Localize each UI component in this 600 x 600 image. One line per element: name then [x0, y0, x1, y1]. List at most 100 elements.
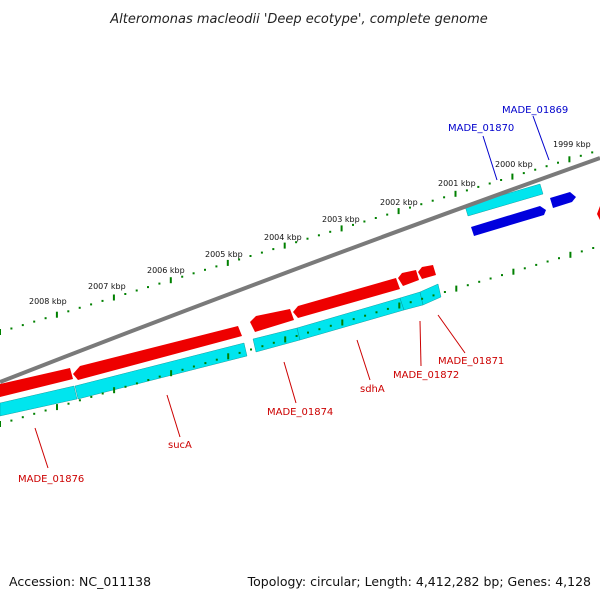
outer-minor-tick	[249, 255, 252, 257]
leader-line-made-01872	[419, 320, 422, 367]
cds-arrow-made-01871[interactable]	[418, 265, 436, 279]
outer-minor-tick	[465, 189, 468, 192]
outer-major-tick	[55, 311, 58, 318]
outer-minor-tick	[420, 203, 423, 206]
inner-minor-tick	[78, 399, 81, 402]
outer-minor-tick	[158, 282, 161, 285]
gene-labels: MADE_01869 MADE_01870 MADE_01871 MADE_01…	[18, 105, 568, 485]
inner-major-tick	[56, 404, 58, 411]
outer-major-tick	[226, 259, 229, 266]
inner-major-tick	[284, 336, 287, 343]
cds-arrow-made-01872[interactable]	[398, 270, 419, 286]
outer-minor-tick	[431, 199, 434, 202]
inner-major-tick	[398, 302, 401, 309]
inner-minor-tick	[147, 379, 150, 381]
gene-bar-made-01871[interactable]	[419, 283, 442, 306]
leader-line-sdha	[356, 339, 371, 381]
outer-minor-tick	[329, 230, 332, 233]
cds-arrow-sdha[interactable]	[293, 278, 400, 318]
inner-minor-tick	[592, 247, 595, 249]
inner-minor-tick	[181, 368, 184, 371]
forward-cds-track	[471, 192, 600, 236]
outer-minor-tick	[295, 241, 298, 244]
cds-arrow-suca[interactable]	[73, 326, 242, 380]
gene-label-made-01872[interactable]: MADE_01872	[393, 370, 459, 381]
reverse-gene-track	[0, 283, 442, 417]
inner-minor-tick	[21, 416, 24, 419]
inner-minor-tick	[124, 385, 127, 388]
outer-major-tick	[568, 156, 571, 163]
gene-bar-made-01876[interactable]	[0, 385, 78, 417]
gene-bar-made-01872[interactable]	[399, 291, 424, 311]
cds-arrow-made-01869[interactable]	[550, 192, 576, 208]
kbp-label-2005: 2005 kbp	[205, 250, 243, 259]
inner-minor-tick	[158, 375, 161, 378]
inner-minor-tick	[238, 351, 241, 354]
inner-minor-tick	[523, 267, 526, 270]
inner-minor-tick	[33, 412, 36, 415]
outer-major-tick	[454, 190, 457, 197]
gene-label-made-01876[interactable]: MADE_01876	[18, 474, 84, 485]
inner-minor-tick	[192, 365, 195, 368]
outer-major-tick	[397, 208, 400, 215]
gene-label-made-01874[interactable]: MADE_01874	[267, 407, 333, 418]
outer-tick-marks	[0, 151, 594, 335]
genome-summary-text: Topology: circular; Length: 4,412,282 bp…	[247, 574, 591, 589]
accession-text: Accession: NC_011138	[9, 574, 151, 589]
kbp-label-2002: 2002 kbp	[380, 198, 418, 207]
outer-major-tick	[112, 294, 115, 301]
leader-line-made-01869	[532, 115, 550, 161]
outer-minor-tick	[33, 320, 36, 323]
outer-minor-tick	[90, 303, 93, 306]
gene-label-made-01871[interactable]: MADE_01871	[438, 356, 504, 367]
cds-arrow-made-01876[interactable]	[0, 368, 73, 397]
outer-minor-tick	[545, 165, 548, 168]
inner-major-tick	[113, 387, 116, 394]
outer-minor-tick	[204, 268, 206, 271]
inner-major-tick	[569, 251, 572, 258]
inner-major-tick	[455, 285, 458, 292]
outer-minor-tick	[272, 248, 275, 251]
outer-minor-tick	[374, 217, 377, 219]
genome-backbone	[0, 156, 600, 384]
outer-minor-tick	[579, 154, 582, 157]
outer-minor-tick	[591, 151, 594, 154]
inner-minor-tick	[466, 284, 469, 287]
gene-bar-made-01870[interactable]	[464, 183, 544, 217]
outer-minor-tick	[21, 324, 24, 327]
gene-bar-suca[interactable]	[74, 342, 248, 400]
outer-minor-tick	[67, 310, 70, 313]
inner-minor-tick	[352, 318, 355, 321]
outer-minor-tick	[317, 234, 320, 237]
inner-minor-tick	[364, 314, 367, 317]
cds-arrow-made-01874[interactable]	[250, 309, 294, 332]
map-title: Alteromonas macleodii 'Deep ecotype', co…	[109, 12, 487, 27]
gene-bar-made-01874[interactable]	[252, 327, 301, 353]
kbp-label-2001: 2001 kbp	[438, 179, 476, 188]
cds-arrow-edge[interactable]	[597, 206, 600, 220]
inner-minor-tick	[489, 277, 492, 280]
kbp-label-2000: 2000 kbp	[495, 160, 533, 169]
kbp-label-1999: 1999 kbp	[553, 140, 591, 149]
inner-minor-tick	[135, 382, 138, 385]
gene-label-made-01870[interactable]: MADE_01870	[448, 123, 514, 134]
outer-minor-tick	[500, 179, 503, 181]
inner-minor-tick	[90, 395, 93, 398]
gene-label-suca[interactable]: sucA	[168, 440, 192, 451]
inner-minor-tick	[272, 341, 275, 344]
inner-minor-tick	[409, 301, 412, 304]
cds-arrow-made-01870[interactable]	[471, 206, 546, 236]
inner-minor-tick	[386, 307, 389, 310]
inner-major-tick	[170, 370, 173, 377]
outer-minor-tick	[124, 293, 127, 295]
inner-major-tick	[512, 268, 515, 275]
gene-label-sdha[interactable]: sdhA	[360, 384, 385, 395]
inner-minor-tick	[546, 260, 549, 263]
gene-label-made-01869[interactable]: MADE_01869	[502, 105, 568, 116]
inner-minor-tick	[307, 331, 309, 334]
outer-minor-tick	[215, 265, 218, 268]
inner-major-tick	[227, 353, 230, 360]
inner-minor-tick	[204, 362, 207, 365]
inner-minor-tick	[295, 335, 298, 337]
